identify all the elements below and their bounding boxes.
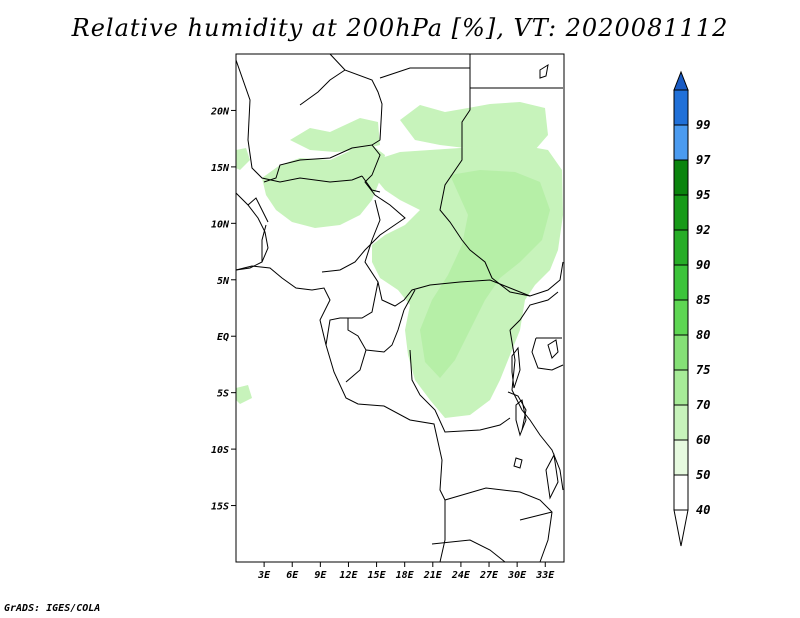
lon-tick-label: 18E bbox=[396, 570, 415, 581]
humidity-area-sahel-west bbox=[262, 145, 385, 228]
lon-tick-label: 27E bbox=[479, 570, 499, 581]
colorbar-swatch bbox=[673, 369, 689, 406]
colorbar-swatch bbox=[673, 89, 689, 126]
colorbar-label: 60 bbox=[696, 433, 710, 447]
lat-tick-label: 10S bbox=[211, 445, 229, 456]
colorbar-label: 40 bbox=[696, 503, 710, 517]
humidity-area-southwest-edge bbox=[236, 385, 252, 404]
lon-tick-label: 9E bbox=[314, 570, 327, 581]
colorbar-label: 95 bbox=[696, 188, 710, 202]
lat-tick-label: 5S bbox=[217, 389, 229, 400]
colorbar-swatch bbox=[673, 159, 689, 196]
lon-tick-label: 33E bbox=[535, 570, 555, 581]
lon-tick-label: 24E bbox=[451, 570, 471, 581]
colorbar-label: 70 bbox=[696, 398, 710, 412]
map-title: Relative humidity at 200hPa [%], VT: 202… bbox=[71, 14, 729, 42]
colorbar: 40 50 60 70 75 80 85 90 92 95 97 99 bbox=[673, 70, 711, 547]
colorbar-swatch bbox=[673, 194, 689, 231]
longitude-axis: 3E 6E 9E 12E 15E 18E 21E 24E 27E 30E 33E bbox=[257, 562, 555, 581]
colorbar-label: 80 bbox=[696, 328, 710, 342]
colorbar-bottom-triangle bbox=[673, 509, 689, 547]
colorbar-top-triangle bbox=[673, 70, 689, 91]
latitude-axis: 20N 15N 10N 5N EQ 5S 10S 15S bbox=[210, 106, 236, 513]
colorbar-label: 92 bbox=[696, 223, 710, 237]
country-borders bbox=[235, 53, 564, 563]
lat-tick-label: 20N bbox=[210, 106, 230, 117]
map-frame bbox=[235, 53, 565, 563]
lat-tick-label: 15S bbox=[211, 502, 229, 513]
colorbar-swatch bbox=[673, 474, 689, 511]
lat-tick-label: 10N bbox=[211, 219, 230, 230]
colorbar-swatch bbox=[673, 439, 689, 476]
lon-tick-label: 21E bbox=[423, 570, 443, 581]
colorbar-swatch bbox=[673, 124, 689, 161]
colorbar-label: 99 bbox=[696, 118, 710, 132]
humidity-area-north-east bbox=[400, 102, 548, 155]
lat-tick-label: EQ bbox=[217, 332, 229, 343]
colorbar-swatch bbox=[673, 299, 689, 336]
colorbar-label: 75 bbox=[696, 363, 710, 377]
humidity-area-west-edge bbox=[236, 148, 250, 170]
lon-tick-label: 6E bbox=[286, 570, 299, 581]
humidity-area-core bbox=[420, 170, 550, 378]
colorbar-swatch bbox=[673, 404, 689, 441]
lon-tick-label: 12E bbox=[339, 570, 358, 581]
grads-credit: GrADS: IGES/COLA bbox=[4, 603, 101, 614]
humidity-area-north-west bbox=[290, 118, 380, 152]
colorbar-swatch bbox=[673, 229, 689, 266]
lat-tick-label: 5N bbox=[217, 276, 230, 287]
colorbar-label: 90 bbox=[696, 258, 710, 272]
colorbar-label: 97 bbox=[696, 153, 711, 167]
colorbar-label: 85 bbox=[696, 293, 710, 307]
lon-tick-label: 30E bbox=[507, 570, 527, 581]
colorbar-swatch bbox=[673, 334, 689, 371]
lon-tick-label: 3E bbox=[257, 570, 271, 581]
lon-tick-label: 15E bbox=[368, 570, 387, 581]
lat-tick-label: 15N bbox=[211, 163, 230, 174]
lake-outlines bbox=[511, 63, 559, 500]
colorbar-swatch bbox=[673, 264, 689, 301]
colorbar-label: 50 bbox=[696, 468, 710, 482]
